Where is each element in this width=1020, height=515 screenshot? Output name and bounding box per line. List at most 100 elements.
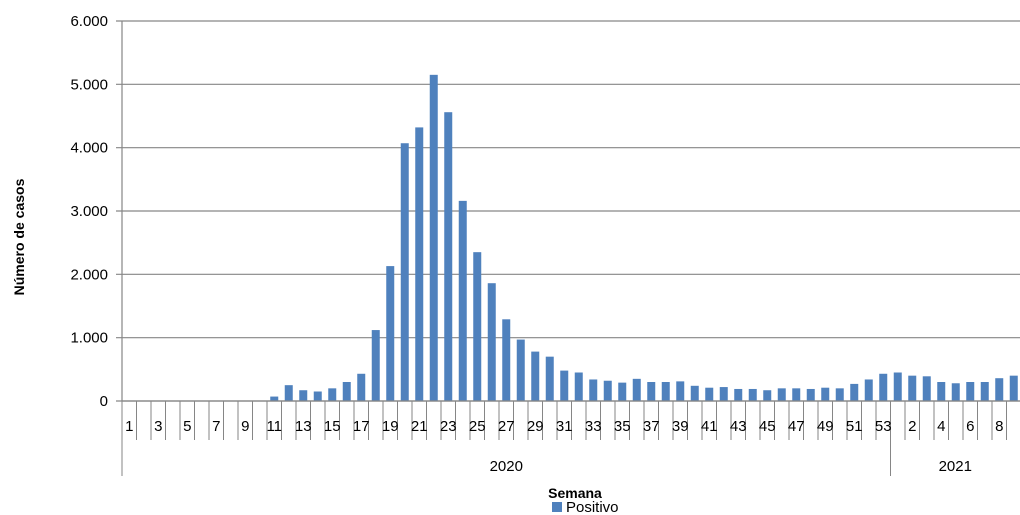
- x-tick-label: 5: [183, 418, 191, 435]
- x-tick-label: 4: [937, 418, 945, 435]
- bar: [748, 388, 757, 401]
- y-axis-label: Número de casos: [11, 178, 27, 295]
- bar: [951, 383, 960, 401]
- bar: [357, 373, 366, 401]
- year-label: 2021: [939, 458, 972, 475]
- bar: [502, 319, 511, 401]
- bar: [647, 382, 656, 401]
- bar: [719, 387, 728, 401]
- bar: [980, 382, 989, 401]
- x-tick-label: 39: [672, 418, 689, 435]
- x-tick-label: 15: [324, 418, 341, 435]
- x-tick-label: 25: [469, 418, 486, 435]
- bar: [444, 112, 453, 401]
- bar: [313, 391, 322, 401]
- x-tick-label: 31: [556, 418, 573, 435]
- bar: [574, 372, 583, 401]
- bar: [676, 381, 685, 401]
- bar: [284, 385, 293, 401]
- legend: Positivo: [552, 499, 619, 515]
- bar: [458, 200, 467, 401]
- bar: [545, 356, 554, 401]
- x-tick-label: 7: [212, 418, 220, 435]
- bar: [661, 382, 670, 401]
- bar: [589, 379, 598, 401]
- y-tick-label: 5.000: [70, 76, 108, 93]
- y-tick-label: 4.000: [70, 140, 108, 157]
- bar: [386, 266, 395, 401]
- x-tick-label: 13: [295, 418, 312, 435]
- bar: [835, 388, 844, 401]
- bar: [1009, 375, 1018, 401]
- x-axis-year-labels: 2020 2021: [121, 440, 972, 476]
- x-axis-label: Semana: [548, 485, 602, 501]
- bar: [792, 388, 801, 401]
- x-tick-label: 9: [241, 418, 249, 435]
- legend-swatch-positivo: [552, 502, 562, 512]
- bar: [690, 385, 699, 401]
- gridlines: [116, 20, 1020, 402]
- bar: [879, 373, 888, 401]
- year-label: 2020: [490, 458, 523, 475]
- y-tick-label: 1.000: [70, 330, 108, 347]
- x-tick-label: 19: [382, 418, 399, 435]
- x-tick-label: 29: [527, 418, 544, 435]
- x-tick-label: 6: [966, 418, 974, 435]
- x-tick-label: 37: [643, 418, 660, 435]
- bar: [560, 370, 569, 401]
- bars: [270, 74, 1018, 402]
- bar: [922, 376, 931, 401]
- bar: [531, 351, 540, 401]
- y-axis-ticks: 0 1.000 2.000 3.000 4.000 5.000 6.000: [70, 13, 108, 410]
- x-tick-label: 41: [701, 418, 718, 435]
- y-tick-label: 6.000: [70, 13, 108, 30]
- x-tick-label: 45: [759, 418, 776, 435]
- bar: [342, 382, 351, 401]
- x-tick-label: 17: [353, 418, 370, 435]
- bar: [618, 382, 627, 401]
- x-tick-label: 21: [411, 418, 428, 435]
- bar: [705, 387, 714, 401]
- bar: [487, 283, 496, 401]
- x-tick-label: 2: [908, 418, 916, 435]
- x-tick-label: 3: [154, 418, 162, 435]
- bar: [400, 143, 409, 401]
- x-tick-label: 35: [614, 418, 631, 435]
- bar: [603, 380, 612, 401]
- x-tick-label: 53: [875, 418, 892, 435]
- x-tick-label: 47: [788, 418, 805, 435]
- bar: [429, 74, 438, 401]
- y-tick-label: 0: [100, 393, 108, 410]
- bar: [777, 388, 786, 401]
- bar: [516, 339, 525, 401]
- y-tick-label: 3.000: [70, 203, 108, 220]
- bar: [966, 382, 975, 401]
- x-tick-label: 8: [995, 418, 1003, 435]
- bar: [473, 252, 482, 401]
- bar: [850, 383, 859, 401]
- bar: [328, 388, 337, 401]
- x-tick-label: 11: [266, 418, 282, 435]
- bar: [908, 375, 917, 401]
- bar: [415, 127, 424, 402]
- bar: [864, 379, 873, 401]
- bar: [937, 382, 946, 401]
- bar: [821, 387, 830, 401]
- y-tick-label: 2.000: [70, 266, 108, 283]
- x-tick-label: 43: [730, 418, 747, 435]
- x-tick-label: 33: [585, 418, 602, 435]
- bar: [763, 390, 772, 401]
- x-tick-label: 51: [846, 418, 863, 435]
- bar: [734, 388, 743, 401]
- x-tick-label: 49: [817, 418, 834, 435]
- x-tick-label: 23: [440, 418, 457, 435]
- bar: [299, 390, 308, 401]
- x-tick-label: 27: [498, 418, 515, 435]
- bar: [270, 396, 279, 401]
- x-axis: [121, 400, 1020, 440]
- legend-label-positivo: Positivo: [566, 499, 619, 515]
- x-axis-ticks: 1 3 5 7 9 11 13 15 17 19 21 23 25 27 29 31 33 35 37 39 41 43 4…: [125, 418, 1020, 435]
- bar: [806, 388, 815, 401]
- bar: [632, 378, 641, 401]
